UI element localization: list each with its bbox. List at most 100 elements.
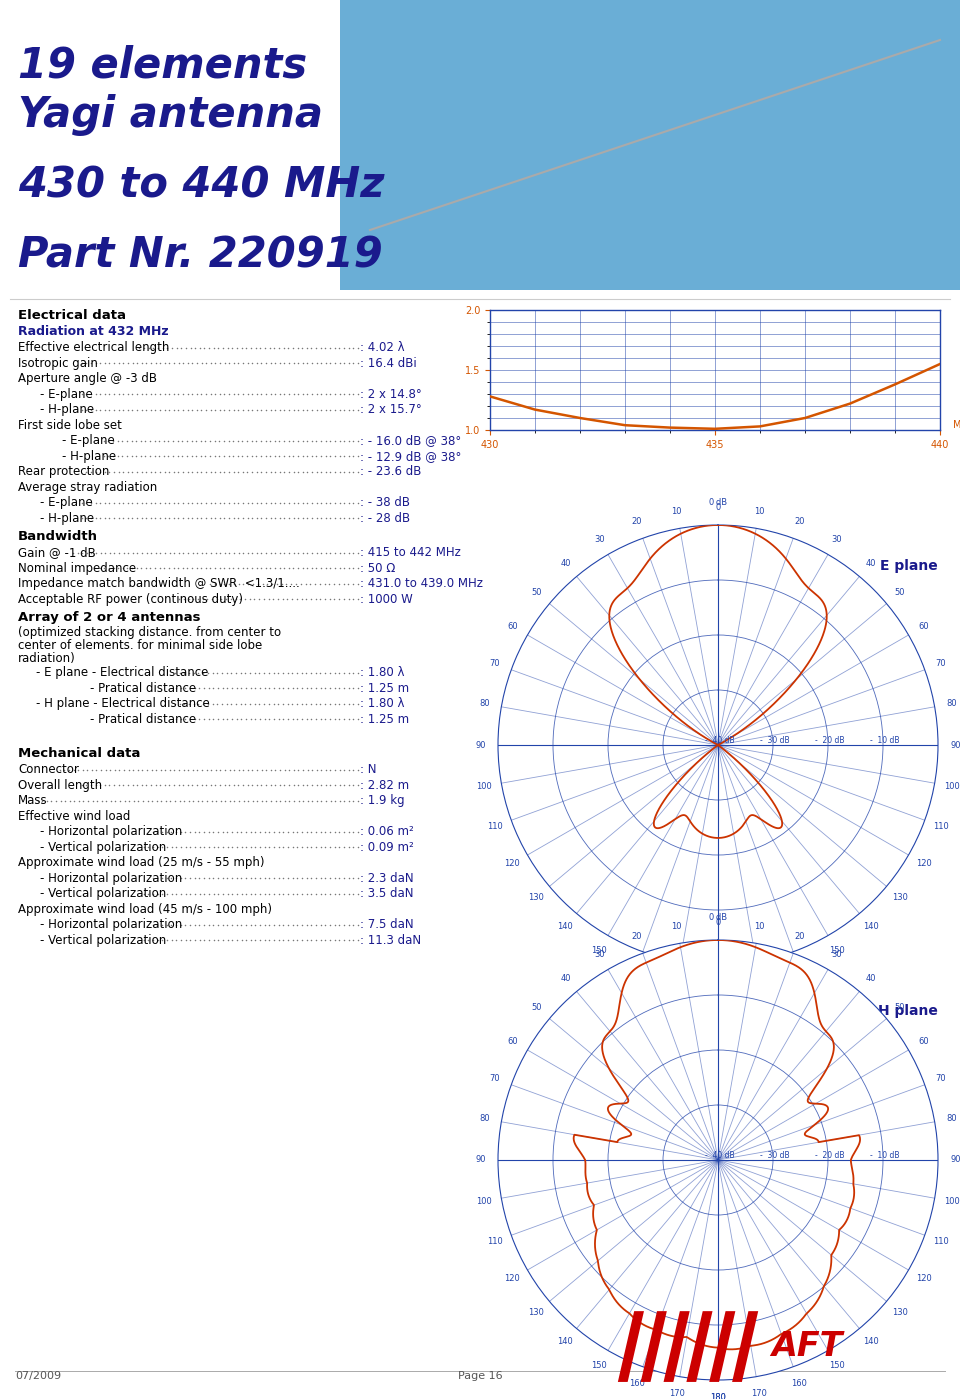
Point xyxy=(346,789,361,811)
Point xyxy=(226,460,241,483)
Point xyxy=(208,789,224,811)
Point xyxy=(199,758,214,781)
Point xyxy=(136,837,152,859)
Point xyxy=(262,445,277,467)
Point xyxy=(238,914,253,936)
Point xyxy=(203,445,218,467)
Point xyxy=(115,460,131,483)
Point xyxy=(327,383,343,406)
Point xyxy=(350,789,366,811)
Point xyxy=(175,557,190,579)
Point xyxy=(243,883,258,905)
Point xyxy=(181,693,197,715)
Point xyxy=(300,445,315,467)
Point xyxy=(201,693,216,715)
Point xyxy=(271,883,286,905)
Point xyxy=(151,337,166,360)
Point xyxy=(243,693,258,715)
Point xyxy=(176,383,191,406)
Point xyxy=(74,491,89,513)
Point xyxy=(157,506,173,529)
Point xyxy=(291,541,306,564)
Point xyxy=(252,662,267,684)
Point xyxy=(219,693,234,715)
Point xyxy=(238,837,253,859)
Point xyxy=(166,774,181,796)
Point xyxy=(133,557,149,579)
Point xyxy=(266,662,281,684)
Point xyxy=(267,929,282,951)
Point xyxy=(309,460,324,483)
Point xyxy=(266,821,281,844)
Point xyxy=(286,491,301,513)
Point xyxy=(150,821,165,844)
Point xyxy=(177,693,192,715)
Point xyxy=(274,572,289,595)
Point xyxy=(196,867,211,890)
Point xyxy=(332,758,348,781)
Text: - E-plane: - E-plane xyxy=(40,497,93,509)
Point xyxy=(89,789,105,811)
Point xyxy=(309,789,324,811)
Point xyxy=(318,445,333,467)
Point xyxy=(220,837,235,859)
Point xyxy=(295,506,310,529)
Point xyxy=(152,445,167,467)
Point xyxy=(285,914,300,936)
Point xyxy=(150,914,165,936)
Point xyxy=(281,557,297,579)
Point xyxy=(158,821,174,844)
Point xyxy=(272,460,287,483)
Point xyxy=(187,677,203,700)
Point xyxy=(145,914,160,936)
Point xyxy=(174,337,189,360)
Point xyxy=(155,821,170,844)
Point xyxy=(304,399,320,421)
Text: Yagi antenna: Yagi antenna xyxy=(18,94,323,136)
Point xyxy=(276,337,291,360)
Point xyxy=(350,506,366,529)
Point xyxy=(290,557,305,579)
Point xyxy=(327,557,343,579)
Point xyxy=(182,867,198,890)
Point xyxy=(225,883,240,905)
Point xyxy=(304,445,320,467)
Point xyxy=(207,460,223,483)
Point xyxy=(318,929,333,951)
Point xyxy=(290,708,305,730)
Point xyxy=(332,460,348,483)
Point xyxy=(178,929,193,951)
Point xyxy=(291,491,306,513)
Point xyxy=(332,429,348,452)
Point xyxy=(318,883,333,905)
Point xyxy=(286,399,301,421)
Point xyxy=(278,572,294,595)
Point xyxy=(112,789,128,811)
Point xyxy=(238,821,253,844)
Point xyxy=(166,399,181,421)
Point xyxy=(106,445,121,467)
Point xyxy=(346,460,361,483)
Text: 0 dB: 0 dB xyxy=(708,498,727,508)
Point xyxy=(337,353,352,375)
Point xyxy=(111,491,127,513)
Point xyxy=(129,445,144,467)
Point xyxy=(323,353,338,375)
Point xyxy=(115,557,131,579)
Point xyxy=(258,460,274,483)
Point xyxy=(304,789,320,811)
Point xyxy=(180,541,196,564)
Point xyxy=(157,383,173,406)
Point xyxy=(102,557,117,579)
Point xyxy=(300,337,315,360)
Point xyxy=(235,774,251,796)
Point xyxy=(300,429,315,452)
Point xyxy=(135,789,151,811)
Point xyxy=(204,789,219,811)
Point xyxy=(239,445,254,467)
Point xyxy=(235,445,251,467)
Point xyxy=(290,929,305,951)
Point xyxy=(191,662,206,684)
Point xyxy=(291,460,306,483)
Point xyxy=(125,774,140,796)
